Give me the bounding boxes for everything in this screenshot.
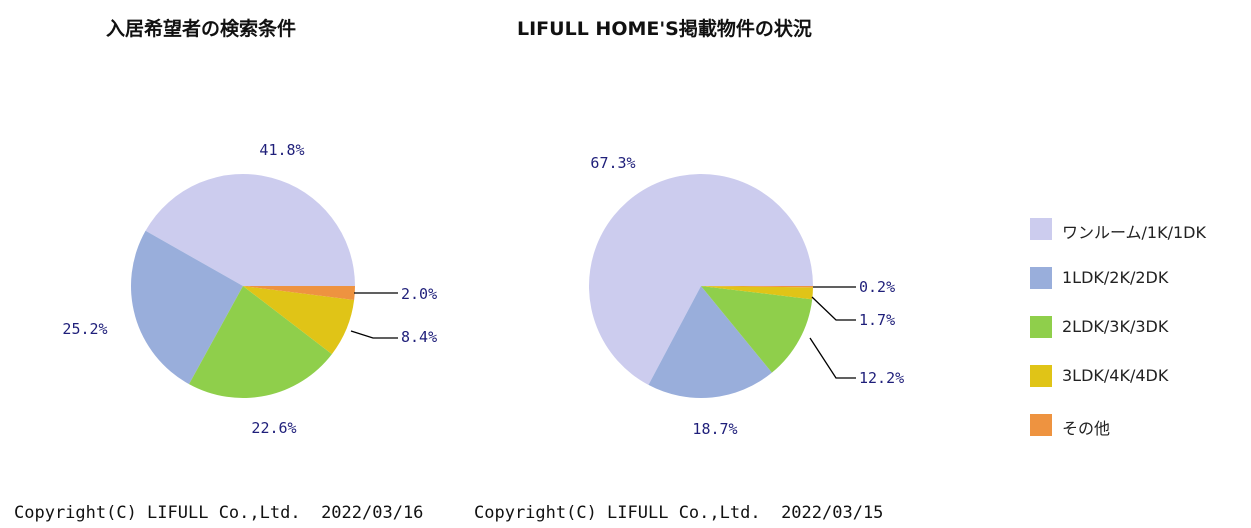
leader-line xyxy=(811,296,856,321)
percent-label: 2.0% xyxy=(401,285,437,303)
chart-title-right: LIFULL HOME'S掲載物件の状況 xyxy=(517,18,812,40)
legend-label: ワンルーム/1K/1DK xyxy=(1062,223,1206,242)
copyright-text: Copyright(C) LIFULL Co.,Ltd. xyxy=(474,503,761,523)
copyright-text: Copyright(C) LIFULL Co.,Ltd. xyxy=(14,503,301,523)
legend-swatch xyxy=(1030,365,1052,387)
legend-label: その他 xyxy=(1062,419,1111,438)
slice-1ldk xyxy=(130,230,243,385)
legend-label: 2LDK/3K/3DK xyxy=(1062,317,1169,336)
data-date: 2022/03/16 xyxy=(321,503,424,523)
percent-label: 8.4% xyxy=(401,328,437,346)
slice-other xyxy=(701,286,813,288)
slice-one-room xyxy=(145,173,355,286)
percent-label: 0.2% xyxy=(859,278,895,296)
legend-swatch xyxy=(1030,414,1052,436)
pie-chart-right: 67.3% 18.7% 12.2% 1.7% 0.2% xyxy=(589,154,904,438)
chart-title-left: 入居希望者の検索条件 xyxy=(106,18,297,40)
legend-swatch xyxy=(1030,218,1052,240)
percent-label: 18.7% xyxy=(692,420,737,438)
slice-2ldk xyxy=(701,286,813,373)
percent-label: 12.2% xyxy=(859,369,904,387)
slice-3ldk xyxy=(701,286,813,300)
data-date: 2022/03/15 xyxy=(781,503,884,523)
percent-label: 22.6% xyxy=(251,419,296,437)
legend-swatch xyxy=(1030,316,1052,338)
copyright-left: Copyright(C) LIFULL Co.,Ltd. 2022/03/16 xyxy=(14,503,423,523)
slice-other xyxy=(243,286,355,301)
pie-charts: 41.8% 25.2% 22.6% 8.4% 2.0% 67.3% 18.7% 12.2% 1… xyxy=(62,141,904,438)
leader-line xyxy=(809,337,856,379)
slice-3ldk xyxy=(243,286,355,355)
legend-label: 3LDK/4K/4DK xyxy=(1062,366,1169,385)
slice-1ldk xyxy=(648,286,772,398)
slice-one-room xyxy=(589,173,813,385)
leader-line xyxy=(350,330,398,339)
legend-swatch xyxy=(1030,267,1052,289)
slice-2ldk xyxy=(189,286,332,399)
percent-label: 67.3% xyxy=(590,154,635,172)
copyright-right: Copyright(C) LIFULL Co.,Ltd. 2022/03/15 xyxy=(474,503,883,523)
percent-label: 1.7% xyxy=(859,311,895,329)
legend-label: 1LDK/2K/2DK xyxy=(1062,268,1169,287)
pie-chart-left: 41.8% 25.2% 22.6% 8.4% 2.0% xyxy=(62,141,437,437)
percent-label: 41.8% xyxy=(259,141,304,159)
percent-label: 25.2% xyxy=(62,320,107,338)
